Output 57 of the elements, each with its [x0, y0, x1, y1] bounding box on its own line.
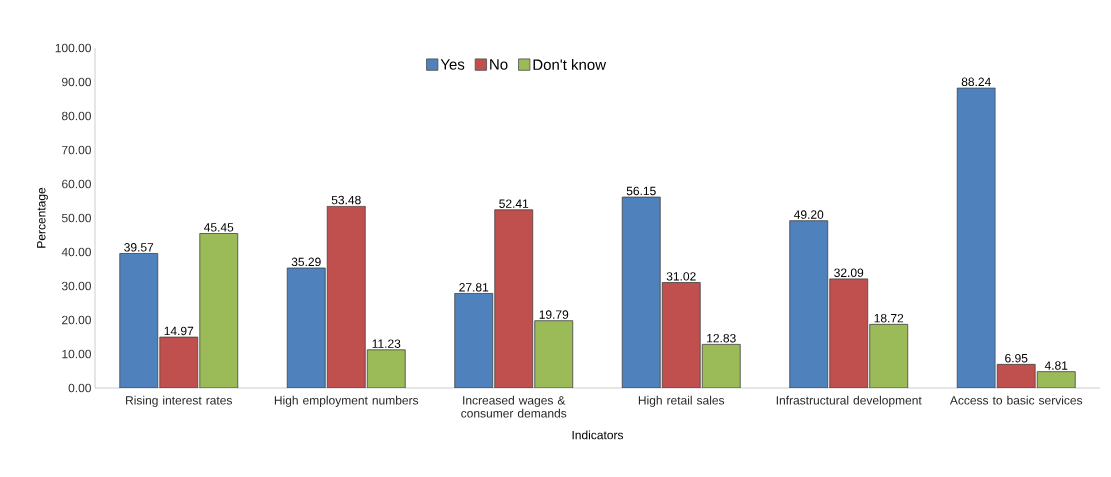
- x-axis-title: Indicators: [572, 430, 624, 440]
- data-label: 11.23: [372, 339, 401, 348]
- y-tick-label: 0.00: [68, 383, 91, 393]
- y-tick-label: 50.00: [61, 213, 91, 223]
- data-label: 52.41: [499, 199, 529, 208]
- data-label: 35.29: [291, 257, 321, 267]
- y-tick-label: 60.00: [62, 179, 91, 189]
- bar: [199, 233, 239, 388]
- y-tick-label: 90.00: [62, 77, 91, 87]
- legend-label: Yes: [440, 59, 465, 70]
- bar: [789, 220, 829, 388]
- data-label: 31.02: [666, 272, 696, 281]
- data-label: 27.81: [459, 283, 489, 292]
- data-label: 14.97: [164, 326, 194, 336]
- x-tick-label: Increased wages & consumer demands: [461, 395, 567, 418]
- data-label: 49.20: [794, 210, 824, 219]
- data-label: 12.83: [707, 333, 736, 343]
- bar: [829, 278, 869, 388]
- bar: [869, 323, 909, 388]
- y-axis-title: Percentage: [37, 187, 48, 248]
- data-label: 39.57: [124, 243, 154, 252]
- data-label: 56.15: [626, 186, 656, 196]
- bar: [454, 293, 494, 388]
- data-label: 32.09: [834, 268, 864, 277]
- bar: [996, 363, 1036, 388]
- data-label: 6.95: [1005, 353, 1028, 363]
- bar: [956, 87, 996, 388]
- x-tick-label: Infrastructural development: [776, 395, 922, 407]
- x-tick-label: Access to basic services: [949, 395, 1083, 405]
- bar: [661, 282, 701, 388]
- y-tick-label: 30.00: [61, 281, 91, 291]
- x-tick-label: High employment numbers: [274, 395, 419, 407]
- data-label: 53.48: [331, 195, 361, 205]
- y-tick-label: 40.00: [61, 247, 91, 257]
- bar: [326, 205, 366, 388]
- y-tick-label: 70.00: [62, 145, 91, 155]
- x-tick-label: Rising interest rates: [126, 395, 232, 407]
- data-label: 18.72: [874, 313, 904, 323]
- y-tick-label: 100.00: [55, 43, 91, 53]
- x-tick-label: High retail sales: [638, 395, 725, 407]
- bar: [286, 267, 326, 388]
- legend-label: No: [490, 59, 508, 70]
- bar: [621, 196, 661, 388]
- bar: [119, 253, 159, 388]
- legend-label: Don't know: [533, 59, 607, 71]
- y-tick-label: 10.00: [62, 349, 91, 359]
- y-tick-label: 80.00: [61, 111, 91, 121]
- bar: [159, 336, 199, 388]
- data-label: 4.81: [1044, 361, 1068, 370]
- bar: [701, 343, 741, 388]
- data-label: 88.24: [961, 77, 991, 87]
- data-label: 45.45: [204, 223, 234, 232]
- bar: [366, 349, 406, 388]
- bar: [534, 320, 574, 388]
- y-tick-label: 20.00: [62, 315, 91, 325]
- bar: [494, 209, 534, 388]
- data-label: 19.79: [539, 310, 569, 319]
